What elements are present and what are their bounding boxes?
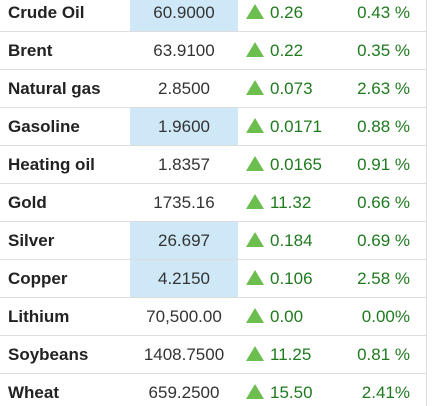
commodity-row: Copper 4.2150 0.106 2.58 % xyxy=(0,259,427,298)
change-value: 0.106 xyxy=(270,268,313,288)
commodity-row: Gold 1735.16 11.32 0.66 % xyxy=(0,183,427,222)
price: 659.2500 xyxy=(130,373,238,406)
commodity-name: Copper xyxy=(0,259,130,298)
percent-change: 0.81 % xyxy=(338,335,427,374)
up-arrow-shape xyxy=(246,3,264,19)
percent-change: 0.00% xyxy=(338,297,427,336)
up-arrow-shape xyxy=(246,307,264,323)
change: 0.073 xyxy=(238,69,338,108)
price: 1408.7500 xyxy=(130,335,238,374)
change-value: 0.22 xyxy=(270,40,304,60)
change-value: 0.184 xyxy=(270,230,313,250)
price: 1.8357 xyxy=(130,145,238,184)
change: 0.106 xyxy=(238,259,338,298)
change: 0.22 xyxy=(238,31,338,70)
change: 0.00 xyxy=(238,297,338,336)
commodity-row: Natural gas 2.8500 0.073 2.63 % xyxy=(0,69,427,108)
up-arrow xyxy=(246,3,264,19)
up-arrow xyxy=(246,269,264,285)
change-value: 15.50 xyxy=(270,382,313,402)
up-arrow xyxy=(246,231,264,247)
percent-change: 0.91 % xyxy=(338,145,427,184)
commodity-row: Gasoline 1.9600 0.0171 0.88 % xyxy=(0,107,427,146)
percent-change: 0.66 % xyxy=(338,183,427,222)
commodity-name: Natural gas xyxy=(0,69,130,108)
price: 4.2150 xyxy=(130,259,238,298)
up-arrow-shape xyxy=(246,155,264,171)
commodity-row: Soybeans 1408.7500 11.25 0.81 % xyxy=(0,335,427,374)
up-arrow xyxy=(246,41,264,57)
commodity-name: Brent xyxy=(0,31,130,70)
commodity-name: Heating oil xyxy=(0,145,130,184)
up-arrow xyxy=(246,79,264,95)
commodity-row: Lithium 70,500.00 0.00 0.00% xyxy=(0,297,427,336)
commodity-name: Soybeans xyxy=(0,335,130,374)
up-arrow xyxy=(246,155,264,171)
commodities-table: Crude Oil 60.9000 0.26 0.43 % Brent 63.9100 0.… xyxy=(0,0,427,406)
change: 15.50 xyxy=(238,373,338,406)
commodity-row: Silver 26.697 0.184 0.69 % xyxy=(0,221,427,260)
up-arrow xyxy=(246,307,264,323)
commodity-row: Heating oil 1.8357 0.0165 0.91 % xyxy=(0,145,427,184)
commodity-name: Wheat xyxy=(0,373,130,406)
up-arrow xyxy=(246,193,264,209)
commodity-name: Gold xyxy=(0,183,130,222)
change: 0.184 xyxy=(238,221,338,260)
percent-change: 2.41% xyxy=(338,373,427,406)
change-value: 0.0165 xyxy=(270,154,322,174)
commodity-row: Brent 63.9100 0.22 0.35 % xyxy=(0,31,427,70)
percent-change: 0.35 % xyxy=(338,31,427,70)
price: 63.9100 xyxy=(130,31,238,70)
change-value: 0.00 xyxy=(270,306,304,326)
commodity-name: Silver xyxy=(0,221,130,260)
up-arrow xyxy=(246,345,264,361)
up-arrow-shape xyxy=(246,231,264,247)
change-value: 0.0171 xyxy=(270,116,322,136)
change-value: 11.32 xyxy=(270,192,312,212)
price: 1735.16 xyxy=(130,183,238,222)
change: 11.25 xyxy=(238,335,338,374)
change: 0.0165 xyxy=(238,145,338,184)
percent-change: 0.69 % xyxy=(338,221,427,260)
price: 26.697 xyxy=(130,221,238,260)
up-arrow-shape xyxy=(246,41,264,57)
price: 2.8500 xyxy=(130,69,238,108)
change: 11.32 xyxy=(238,183,338,222)
change: 0.26 xyxy=(238,0,338,32)
change-value: 0.26 xyxy=(270,2,304,22)
percent-change: 2.58 % xyxy=(338,259,427,298)
percent-change: 0.88 % xyxy=(338,107,427,146)
price: 1.9600 xyxy=(130,107,238,146)
change-value: 11.25 xyxy=(270,344,312,364)
up-arrow-shape xyxy=(246,193,264,209)
commodity-name: Lithium xyxy=(0,297,130,336)
commodity-row: Crude Oil 60.9000 0.26 0.43 % xyxy=(0,0,427,32)
commodity-name: Crude Oil xyxy=(0,0,130,32)
up-arrow-shape xyxy=(246,79,264,95)
price: 60.9000 xyxy=(130,0,238,32)
percent-change: 0.43 % xyxy=(338,0,427,32)
up-arrow-shape xyxy=(246,383,264,399)
up-arrow xyxy=(246,117,264,133)
change: 0.0171 xyxy=(238,107,338,146)
up-arrow xyxy=(246,383,264,399)
up-arrow-shape xyxy=(246,345,264,361)
up-arrow-shape xyxy=(246,117,264,133)
commodity-name: Gasoline xyxy=(0,107,130,146)
change-value: 0.073 xyxy=(270,78,313,98)
up-arrow-shape xyxy=(246,269,264,285)
price: 70,500.00 xyxy=(130,297,238,336)
percent-change: 2.63 % xyxy=(338,69,427,108)
commodity-row: Wheat 659.2500 15.50 2.41% xyxy=(0,373,427,406)
